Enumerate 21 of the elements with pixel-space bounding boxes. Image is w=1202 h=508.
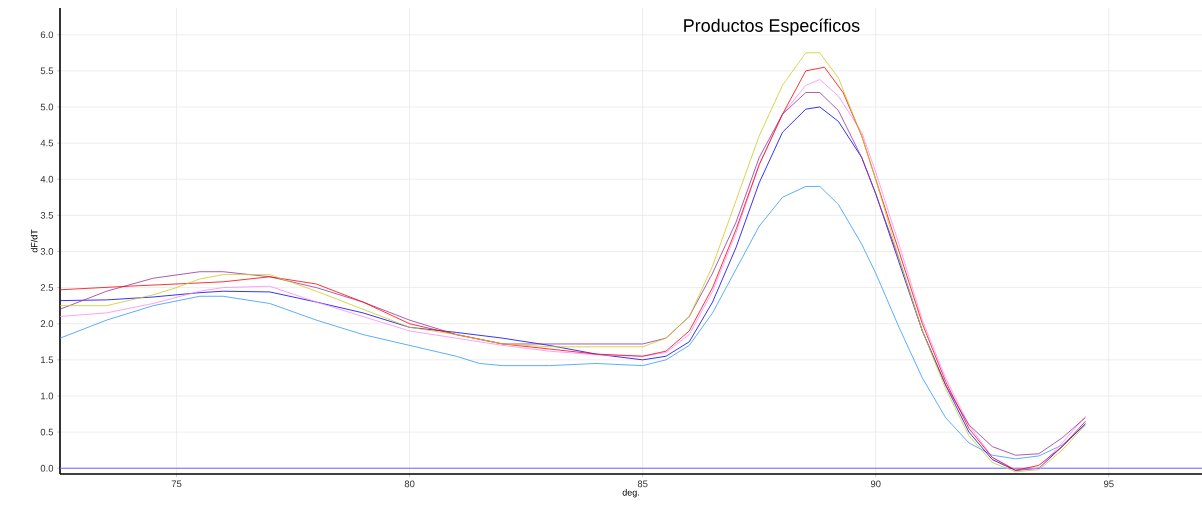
x-tick-label: 85 <box>637 480 648 488</box>
y-tick-label: 5.0 <box>40 103 54 111</box>
y-tick-label: 4.5 <box>40 139 54 147</box>
x-tick-label: 90 <box>870 480 881 488</box>
y-tick-label: 3.0 <box>40 248 54 255</box>
x-tick-label: 80 <box>404 480 415 488</box>
y-tick-label: 2.5 <box>40 284 54 291</box>
y-tick-label: 3.5 <box>40 212 54 219</box>
y-tick-label: 4.0 <box>40 175 54 183</box>
y-tick-label: 2.0 <box>40 320 54 328</box>
y-tick-label: 6.0 <box>40 31 54 39</box>
y-tick-label: 1.0 <box>41 392 54 400</box>
y-tick-label: 1.5 <box>41 356 54 364</box>
y-tick-label: 5.5 <box>40 67 54 75</box>
y-axis-title: dF/dT <box>30 229 38 253</box>
y-tick-label: 0.5 <box>40 428 54 436</box>
y-tick-label: 0.0 <box>40 464 54 472</box>
annotation: Productos Específicos <box>684 18 860 36</box>
x-tick-label: 75 <box>171 480 182 488</box>
x-tick-label: 95 <box>1103 480 1114 488</box>
x-axis-title: deg. <box>622 489 639 498</box>
